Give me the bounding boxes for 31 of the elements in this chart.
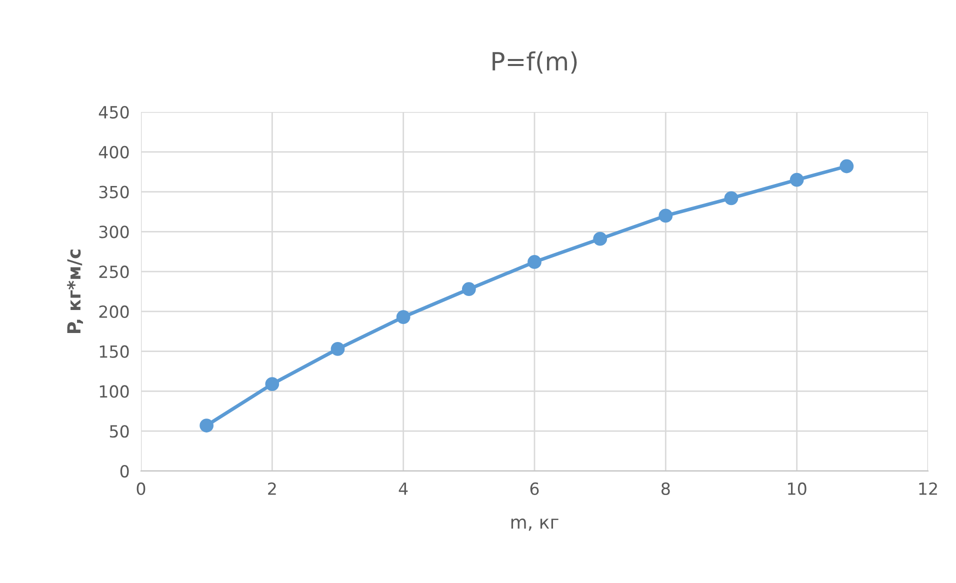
point (724, 191, 738, 206)
x-tick-label: 2 (268, 482, 276, 495)
y-tick-label: 450 (98, 106, 129, 119)
point (790, 172, 804, 187)
y-tick-label: 400 (98, 146, 129, 158)
point (330, 342, 345, 356)
point (462, 282, 476, 296)
point (840, 159, 854, 174)
y-tick-label: 0 (120, 464, 129, 478)
point (265, 377, 280, 391)
y-tick-label: 50 (110, 425, 129, 438)
point (200, 418, 214, 432)
y-tick-label: 250 (99, 266, 129, 278)
point (396, 310, 410, 324)
x-tick-label: 10 (788, 482, 806, 496)
y-axis-title: P, кг*м/с (67, 250, 83, 333)
x-tick-label: 12 (919, 482, 937, 495)
y-tick-label: 200 (99, 305, 129, 318)
point (528, 255, 542, 269)
x-tick-label: 8 (661, 482, 670, 496)
x-axis-title: m, кг (511, 518, 558, 531)
y-tick-label: 300 (99, 226, 129, 238)
y-tick-label: 350 (99, 186, 129, 198)
x-tick-label: 4 (398, 482, 408, 495)
y-tick-label: 100 (100, 385, 129, 398)
x-tick-label: 0 (136, 482, 146, 496)
point (593, 232, 608, 246)
chart-title: P=f(m) (492, 51, 577, 74)
point (658, 208, 673, 223)
x-tick-label: 6 (530, 482, 539, 496)
y-tick-label: 150 (100, 345, 129, 358)
